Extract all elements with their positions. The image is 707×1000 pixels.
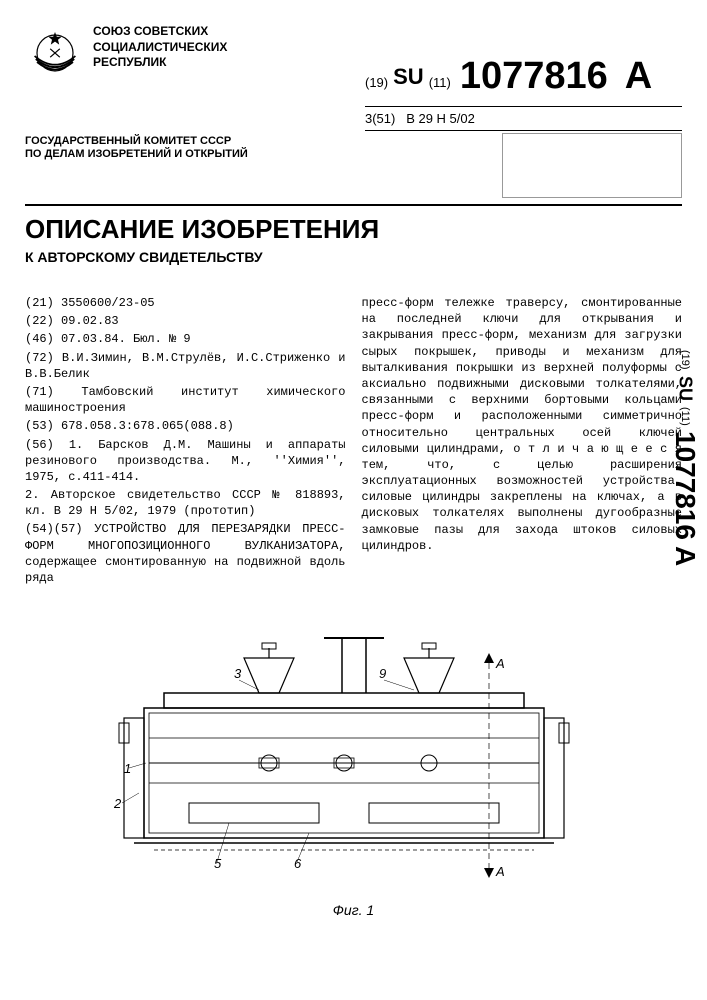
entry-ref2: 2. Авторское свидетельство СССР № 818893… [25,487,346,519]
ref-3: 3 [234,666,242,681]
entry-5457: (54)(57) УСТРОЙСТВО ДЛЯ ПЕРЕЗАРЯДКИ ПРЕС… [25,521,346,586]
union-title: СОЮЗ СОВЕТСКИХ СОЦИАЛИСТИЧЕСКИХ РЕСПУБЛИ… [93,20,227,71]
class-prefix: 3(51) [365,111,395,126]
ref-A-top: A [495,656,505,671]
sub-title: К АВТОРСКОМУ СВИДЕТЕЛЬСТВУ [25,249,682,265]
code-prefix: (19) [365,75,388,90]
ref-6: 6 [294,856,302,871]
left-column: (21) 3550600/23-05 (22) 09.02.83 (46) 07… [25,295,346,588]
ref-2: 2 [113,796,122,811]
ref-9: 9 [379,666,386,681]
committee-block: ГОСУДАРСТВЕННЫЙ КОМИТЕТ СССР ПО ДЕЛАМ ИЗ… [25,135,682,206]
ref-A-bot: A [495,864,505,879]
entry-21: (21) 3550600/23-05 [25,295,346,311]
ussr-emblem-icon [25,20,85,80]
suffix: A [625,55,652,98]
entry-72: (72) В.И.Зимин, В.М.Струлёв, И.С.Стрижен… [25,350,346,382]
entry-53: (53) 678.058.3:678.065(088.8) [25,418,346,434]
side-patent-code: (19) SU (11) 1077816 A [669,350,701,567]
diagram-svg: 1 2 3 9 5 6 A A [94,618,614,898]
country-code: SU [393,64,424,90]
code-mid: (11) [429,75,451,90]
entry-46: (46) 07.03.84. Бюл. № 9 [25,331,346,347]
body-columns: (21) 3550600/23-05 (22) 09.02.83 (46) 07… [25,295,682,588]
ref-1: 1 [124,761,131,776]
document-codes: (19) SU (11) 1077816 A [365,55,682,98]
technical-diagram: 1 2 3 9 5 6 A A [25,618,682,898]
entry-56: (56) 1. Барсков Д.М. Машины и аппараты р… [25,437,346,486]
entry-71: (71) Тамбовский институт химического маш… [25,384,346,416]
committee-text: ГОСУДАРСТВЕННЫЙ КОМИТЕТ СССР ПО ДЕЛАМ ИЗ… [25,135,248,198]
entry-22: (22) 09.02.83 [25,313,346,329]
patent-number: 1077816 [460,55,608,98]
classification-line: 3(51) В 29 Н 5/02 [365,106,682,131]
stamp-box [502,133,682,198]
right-column: пресс-форм тележке траверсу, смонтирован… [362,295,683,588]
main-title: ОПИСАНИЕ ИЗОБРЕТЕНИЯ [25,214,682,245]
class-code: В 29 Н 5/02 [406,111,475,126]
title-block: ОПИСАНИЕ ИЗОБРЕТЕНИЯ К АВТОРСКОМУ СВИДЕТ… [25,214,682,265]
figure-label: Фиг. 1 [25,902,682,918]
